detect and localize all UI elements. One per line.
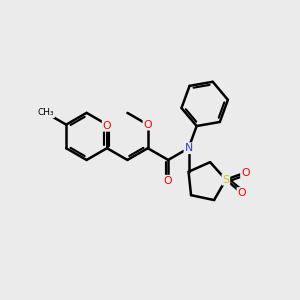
- Text: O: O: [103, 121, 111, 131]
- Text: CH₃: CH₃: [38, 108, 54, 117]
- Text: O: O: [164, 176, 172, 186]
- Text: N: N: [184, 143, 193, 153]
- Text: O: O: [241, 168, 250, 178]
- Text: O: O: [143, 120, 152, 130]
- Text: O: O: [237, 188, 246, 198]
- Text: S: S: [222, 175, 230, 185]
